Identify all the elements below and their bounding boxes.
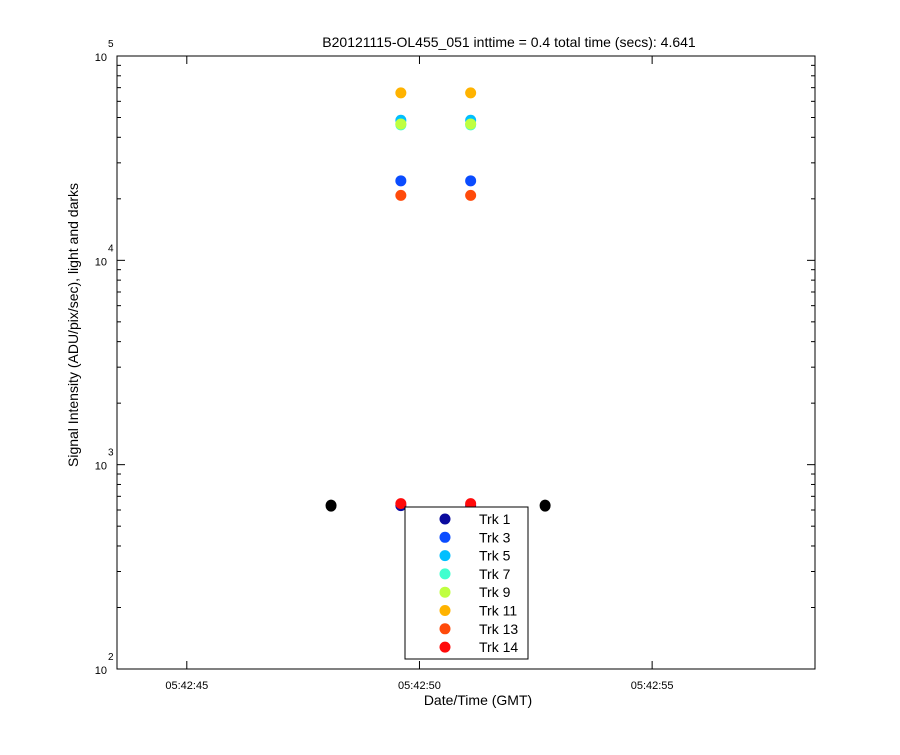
legend-label: Trk 5: [479, 548, 511, 564]
legend-marker: [439, 550, 451, 562]
legend-marker: [439, 623, 451, 635]
dark-frame-point: [325, 499, 337, 512]
data-points: [325, 87, 551, 512]
chart-title: B20121115-OL455_051 inttime = 0.4 total …: [322, 34, 696, 50]
x-tick-label: 05:42:55: [631, 680, 674, 692]
x-axis-ticks: 05:42:45 05:42:50 05:42:55: [165, 56, 674, 692]
data-point-trk-3: [395, 175, 407, 187]
legend-label: Trk 3: [479, 529, 511, 545]
legend-marker: [439, 531, 451, 543]
legend-label: Trk 14: [479, 639, 518, 655]
y-tick-label: 10: [95, 665, 107, 677]
data-point-trk-9: [465, 118, 477, 130]
data-point-trk-9: [395, 118, 407, 130]
y-tick-exponent: 2: [108, 652, 114, 663]
y-tick-label: 10: [95, 52, 107, 64]
y-tick-exponent: 5: [108, 39, 114, 50]
data-point-trk-13: [395, 189, 407, 201]
legend-label: Trk 1: [479, 511, 511, 527]
data-point-trk-11: [465, 87, 477, 99]
data-point-trk-13: [465, 189, 477, 201]
legend-marker: [439, 586, 451, 598]
y-axis-label: Signal Intensity (ADU/pix/sec), light an…: [65, 183, 81, 467]
data-point-trk-11: [395, 87, 407, 99]
data-point-trk-14: [395, 498, 407, 510]
y-tick-label: 10: [95, 461, 107, 473]
y-tick-exponent: 3: [108, 448, 114, 459]
legend-marker: [439, 605, 451, 616]
y-tick-exponent: 4: [108, 243, 114, 254]
legend-marker: [439, 641, 451, 653]
legend-marker: [439, 568, 451, 580]
x-tick-label: 05:42:45: [165, 680, 208, 692]
data-point-trk-3: [465, 175, 477, 187]
legend: Trk 1 Trk 3 Trk 5 Trk 7 Trk 9 Trk 11 Trk 13 Trk…: [404, 506, 529, 660]
legend-marker: [439, 513, 451, 525]
legend-label: Trk 13: [479, 621, 518, 637]
legend-label: Trk 7: [479, 566, 511, 582]
x-axis-label: Date/Time (GMT): [424, 692, 532, 708]
y-tick-label: 10: [95, 256, 107, 268]
legend-label: Trk 9: [479, 584, 511, 600]
legend-label: Trk 11: [479, 603, 517, 619]
legend-box: [404, 506, 529, 660]
dark-frame-point: [539, 499, 551, 512]
x-tick-label: 05:42:50: [398, 680, 441, 692]
data-point-trk-14: [465, 498, 477, 510]
